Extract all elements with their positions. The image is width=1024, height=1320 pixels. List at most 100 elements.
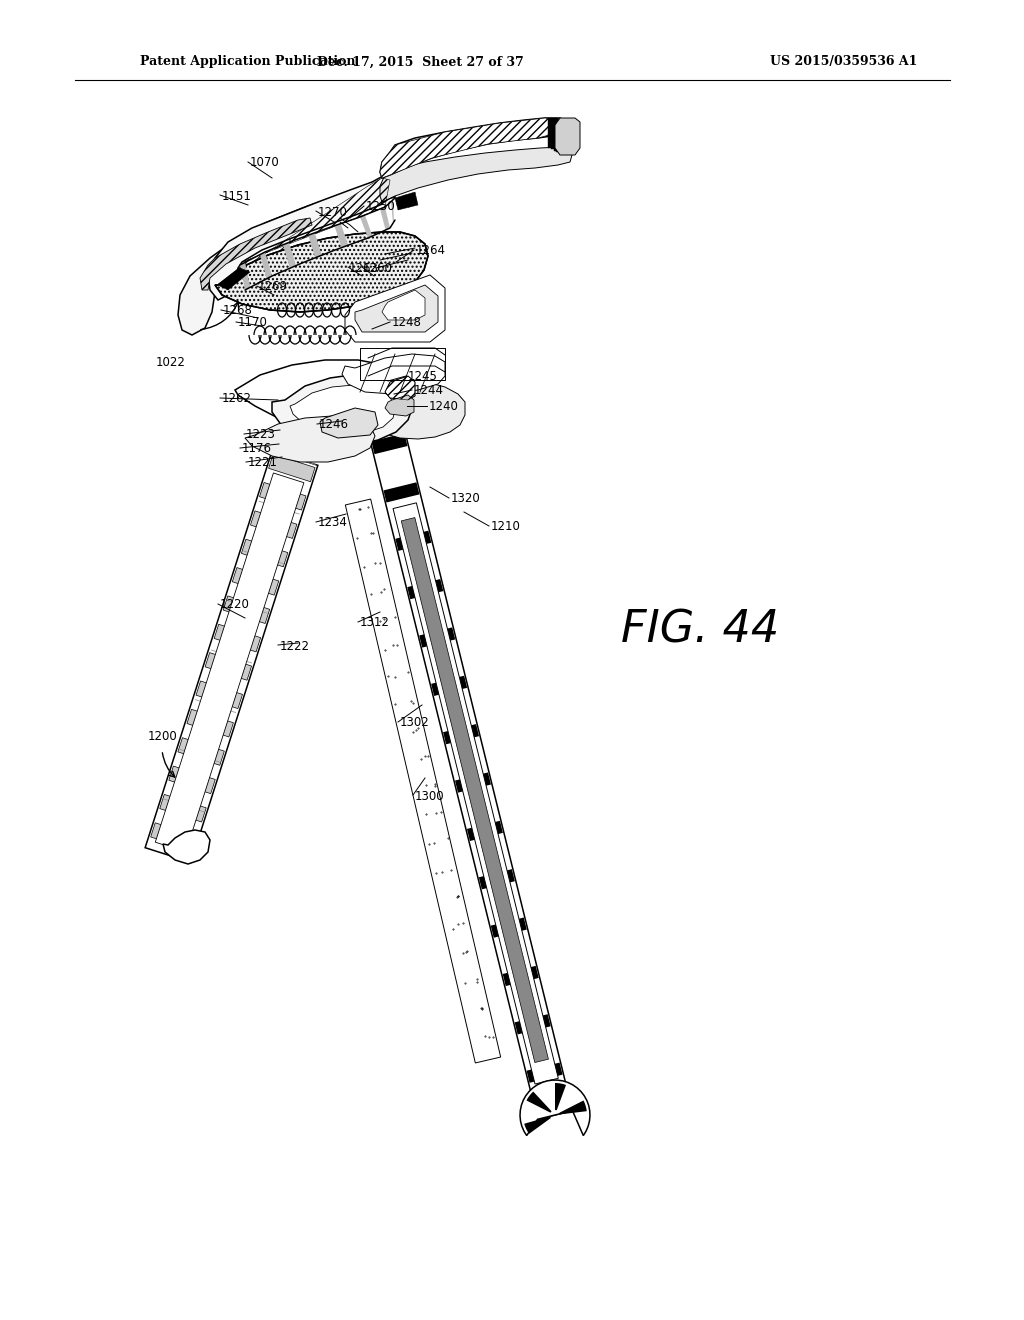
Text: US 2015/0359536 A1: US 2015/0359536 A1 bbox=[770, 55, 918, 69]
Polygon shape bbox=[205, 652, 252, 680]
Polygon shape bbox=[526, 1092, 552, 1113]
Polygon shape bbox=[260, 252, 272, 279]
Text: 1240: 1240 bbox=[429, 400, 459, 413]
Polygon shape bbox=[393, 503, 558, 1084]
Polygon shape bbox=[187, 709, 233, 737]
Polygon shape bbox=[382, 290, 425, 319]
Polygon shape bbox=[268, 454, 315, 482]
Polygon shape bbox=[380, 117, 568, 178]
Polygon shape bbox=[556, 123, 566, 152]
Polygon shape bbox=[178, 738, 224, 766]
Text: 1250: 1250 bbox=[366, 201, 395, 214]
Polygon shape bbox=[163, 830, 210, 865]
Text: 1223: 1223 bbox=[246, 429, 275, 441]
Polygon shape bbox=[395, 531, 431, 550]
Text: 1262: 1262 bbox=[222, 392, 252, 405]
Polygon shape bbox=[551, 119, 561, 149]
Polygon shape bbox=[208, 176, 395, 300]
Polygon shape bbox=[178, 176, 395, 335]
Polygon shape bbox=[385, 376, 415, 400]
Polygon shape bbox=[345, 275, 445, 342]
Polygon shape bbox=[345, 381, 465, 440]
Text: 1200: 1200 bbox=[148, 730, 178, 742]
Polygon shape bbox=[215, 232, 428, 312]
Polygon shape bbox=[555, 117, 580, 154]
Polygon shape bbox=[160, 795, 206, 822]
Text: 1070: 1070 bbox=[250, 157, 280, 169]
Polygon shape bbox=[223, 595, 269, 623]
Polygon shape bbox=[431, 676, 467, 696]
Polygon shape bbox=[345, 499, 501, 1063]
Polygon shape bbox=[242, 539, 288, 566]
Polygon shape bbox=[290, 385, 396, 436]
Polygon shape bbox=[245, 416, 375, 462]
Text: 1246: 1246 bbox=[319, 418, 349, 432]
Polygon shape bbox=[283, 243, 296, 268]
Text: 1221: 1221 bbox=[248, 457, 278, 470]
Text: FIG. 44: FIG. 44 bbox=[621, 609, 779, 652]
Text: 1312: 1312 bbox=[360, 616, 390, 630]
Polygon shape bbox=[145, 450, 317, 862]
Text: 1260: 1260 bbox=[362, 261, 393, 275]
Polygon shape bbox=[559, 1101, 587, 1114]
Polygon shape bbox=[419, 627, 456, 648]
Polygon shape bbox=[342, 354, 445, 393]
Polygon shape bbox=[272, 374, 413, 445]
Polygon shape bbox=[391, 199, 394, 223]
Text: 1320: 1320 bbox=[451, 492, 480, 506]
Polygon shape bbox=[408, 579, 443, 599]
Text: 1220: 1220 bbox=[220, 598, 250, 611]
Text: 1270: 1270 bbox=[318, 206, 348, 219]
Text: 1264: 1264 bbox=[416, 244, 446, 257]
Text: 1170: 1170 bbox=[238, 317, 268, 330]
Text: 1269: 1269 bbox=[258, 281, 288, 293]
Polygon shape bbox=[308, 232, 322, 257]
Text: 1222: 1222 bbox=[280, 639, 310, 652]
Polygon shape bbox=[554, 121, 563, 150]
Text: 1300: 1300 bbox=[415, 789, 444, 803]
Polygon shape bbox=[200, 218, 312, 290]
Polygon shape bbox=[401, 517, 549, 1063]
Polygon shape bbox=[360, 215, 373, 238]
Polygon shape bbox=[245, 176, 390, 268]
Polygon shape bbox=[455, 772, 490, 793]
Text: Patent Application Publication: Patent Application Publication bbox=[140, 55, 355, 69]
Text: 1176: 1176 bbox=[242, 442, 272, 455]
Polygon shape bbox=[524, 1117, 551, 1134]
Polygon shape bbox=[526, 1063, 562, 1082]
Polygon shape bbox=[380, 147, 572, 202]
Text: 1302: 1302 bbox=[400, 717, 430, 730]
Polygon shape bbox=[251, 511, 297, 539]
Polygon shape bbox=[169, 766, 215, 793]
Text: 1151: 1151 bbox=[222, 190, 252, 202]
Polygon shape bbox=[335, 223, 348, 248]
Text: 1210: 1210 bbox=[490, 520, 521, 533]
Text: 1245: 1245 bbox=[408, 371, 438, 384]
Polygon shape bbox=[240, 263, 251, 290]
Text: 1244: 1244 bbox=[414, 384, 444, 397]
Polygon shape bbox=[548, 117, 558, 148]
Polygon shape bbox=[156, 473, 304, 851]
Polygon shape bbox=[515, 1014, 551, 1035]
Polygon shape bbox=[232, 568, 279, 595]
Text: 1263: 1263 bbox=[349, 261, 379, 275]
Polygon shape bbox=[490, 917, 526, 937]
Polygon shape bbox=[385, 395, 414, 416]
Polygon shape bbox=[372, 434, 408, 454]
Polygon shape bbox=[380, 117, 568, 178]
Polygon shape bbox=[520, 1080, 590, 1135]
Polygon shape bbox=[355, 285, 438, 333]
Text: 1248: 1248 bbox=[392, 317, 422, 330]
Polygon shape bbox=[467, 821, 503, 841]
Text: 1234: 1234 bbox=[318, 516, 348, 529]
Polygon shape bbox=[371, 434, 572, 1119]
Polygon shape bbox=[151, 822, 197, 850]
Polygon shape bbox=[479, 869, 515, 890]
Text: Dec. 17, 2015  Sheet 27 of 37: Dec. 17, 2015 Sheet 27 of 37 bbox=[316, 55, 523, 69]
Polygon shape bbox=[259, 483, 306, 510]
Polygon shape bbox=[383, 482, 420, 503]
Polygon shape bbox=[214, 624, 261, 652]
Polygon shape bbox=[395, 191, 418, 210]
Polygon shape bbox=[319, 408, 378, 438]
Polygon shape bbox=[555, 1082, 566, 1110]
